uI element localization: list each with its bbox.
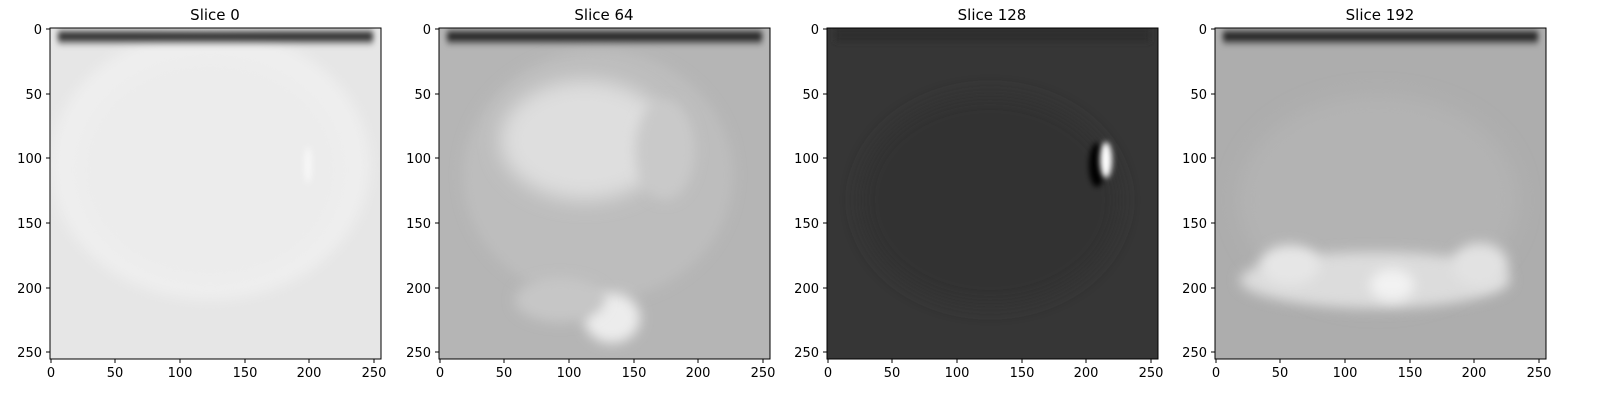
x-tick-label: 0 — [47, 366, 55, 381]
x-tick-label: 50 — [496, 366, 513, 381]
x-tick-label: 250 — [362, 366, 387, 381]
panel-title: Slice 192 — [1346, 6, 1415, 24]
x-tick-label: 0 — [436, 366, 444, 381]
y-tick-label: 250 — [1182, 346, 1207, 361]
y-tick-label: 200 — [406, 282, 431, 297]
axes-frame — [49, 27, 382, 360]
top-band — [835, 28, 1150, 42]
x-tick-label: 50 — [1272, 366, 1289, 381]
x-axis: 0 50 100 150 200 250 — [436, 359, 776, 381]
bright-spot-left — [1260, 245, 1320, 285]
slice-image — [50, 28, 381, 359]
y-axis: 0 50 100 150 200 250 — [17, 23, 50, 361]
top-dark-band — [447, 28, 762, 46]
x-tick-label: 150 — [233, 366, 258, 381]
axes-frame — [438, 27, 771, 360]
y-tick-label: 100 — [794, 152, 819, 167]
y-tick-label: 150 — [406, 217, 431, 232]
x-tick-label: 250 — [1139, 366, 1164, 381]
x-tick-label: 150 — [622, 366, 647, 381]
x-tick-label: 50 — [884, 366, 901, 381]
y-tick-label: 200 — [17, 282, 42, 297]
x-axis: 0 50 100 150 200 250 — [824, 359, 1164, 381]
y-tick-label: 100 — [406, 152, 431, 167]
y-axis: 0 50 100 150 200 250 — [406, 23, 439, 361]
top-dark-band — [58, 28, 373, 46]
y-tick-label: 0 — [811, 23, 819, 38]
bright-spot-right — [1452, 243, 1508, 287]
x-tick-label: 100 — [945, 366, 970, 381]
top-dark-band — [1223, 28, 1538, 46]
bright-spot — [304, 147, 312, 183]
slice-image — [439, 28, 770, 359]
x-tick-label: 250 — [1527, 366, 1552, 381]
y-tick-label: 150 — [17, 217, 42, 232]
panel-slice-0: Slice 0 0 50 100 150 200 250 — [17, 6, 386, 381]
y-tick-label: 50 — [25, 88, 42, 103]
slice-image — [827, 28, 1158, 359]
body-interior — [80, 60, 340, 280]
bright-spot-center — [1370, 269, 1414, 301]
panel-title: Slice 64 — [574, 6, 633, 24]
x-tick-label: 100 — [168, 366, 193, 381]
y-tick-label: 0 — [423, 23, 431, 38]
x-tick-label: 0 — [824, 366, 832, 381]
panel-slice-128: Slice 128 0 50 100 150 200 250 — [794, 6, 1163, 381]
x-tick-label: 0 — [1212, 366, 1220, 381]
x-tick-label: 150 — [1010, 366, 1035, 381]
y-tick-label: 250 — [406, 346, 431, 361]
x-tick-label: 250 — [751, 366, 776, 381]
panel-slice-192: Slice 192 0 50 100 150 200 250 — [1182, 6, 1551, 381]
x-axis: 0 50 100 150 200 250 — [1212, 359, 1552, 381]
y-tick-label: 0 — [1199, 23, 1207, 38]
y-tick-label: 100 — [17, 152, 42, 167]
y-tick-label: 50 — [1190, 88, 1207, 103]
y-tick-label: 50 — [802, 88, 819, 103]
organ-region — [635, 100, 695, 200]
panel-slice-64: Slice 64 0 50 100 150 200 250 — [406, 6, 775, 381]
y-tick-label: 200 — [1182, 282, 1207, 297]
x-tick-label: 150 — [1398, 366, 1423, 381]
axes-frame — [826, 27, 1159, 360]
lower-region — [515, 278, 605, 322]
panel-title: Slice 0 — [190, 6, 240, 24]
slice-image — [1215, 28, 1546, 359]
bright-artifact — [1100, 142, 1112, 178]
y-tick-label: 150 — [794, 217, 819, 232]
x-tick-label: 100 — [557, 366, 582, 381]
y-tick-label: 50 — [414, 88, 431, 103]
x-tick-label: 200 — [1462, 366, 1487, 381]
y-axis: 0 50 100 150 200 250 — [1182, 23, 1215, 361]
axes-frame — [1214, 27, 1547, 360]
x-tick-label: 200 — [297, 366, 322, 381]
x-tick-label: 200 — [686, 366, 711, 381]
y-tick-label: 250 — [17, 346, 42, 361]
x-tick-label: 100 — [1333, 366, 1358, 381]
y-tick-label: 0 — [34, 23, 42, 38]
y-axis: 0 50 100 150 200 250 — [794, 23, 827, 361]
y-tick-label: 250 — [794, 346, 819, 361]
x-axis: 0 50 100 150 200 250 — [47, 359, 387, 381]
y-tick-label: 100 — [1182, 152, 1207, 167]
panel-title: Slice 128 — [958, 6, 1027, 24]
y-tick-label: 200 — [794, 282, 819, 297]
x-tick-label: 50 — [107, 366, 124, 381]
liver-region — [500, 80, 670, 200]
x-tick-label: 200 — [1074, 366, 1099, 381]
y-tick-label: 150 — [1182, 217, 1207, 232]
body-outline — [860, 95, 1120, 305]
